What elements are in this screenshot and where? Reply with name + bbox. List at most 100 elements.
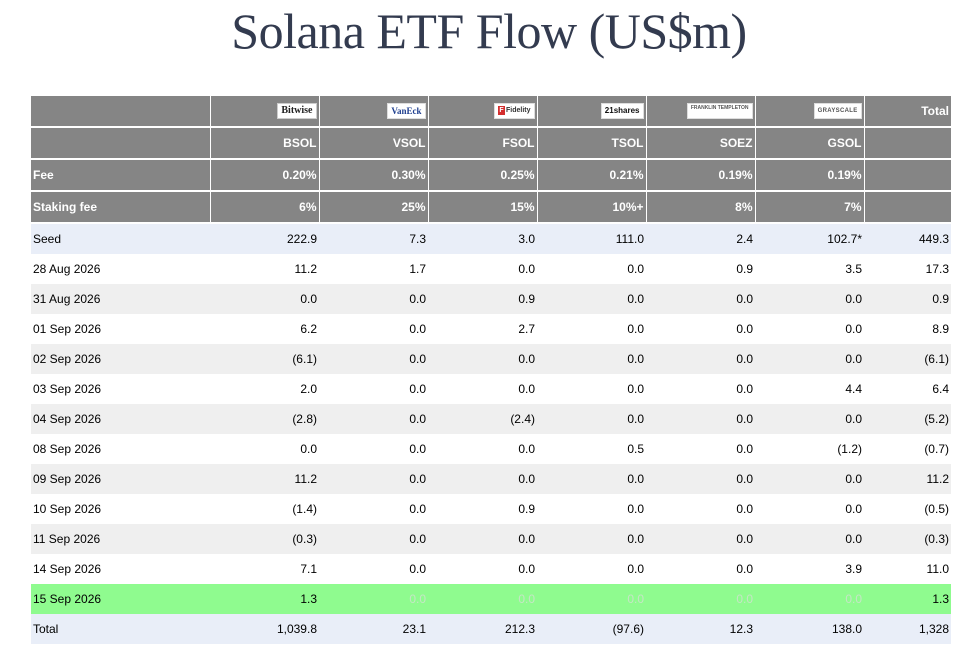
flow-value-cell: (0.3) bbox=[210, 524, 319, 554]
flow-value-cell: 0.0 bbox=[428, 464, 537, 494]
table-row: 14 Sep 2026 7.1 0.0 0.0 0.0 0.0 3.9 11.0 bbox=[31, 554, 951, 584]
flow-value-cell: 0.0 bbox=[537, 404, 646, 434]
flow-value-cell: 0.0 bbox=[319, 554, 428, 584]
row-total-cell: (0.7) bbox=[864, 434, 951, 464]
bitwise-logo-icon: Bitwise bbox=[277, 103, 317, 119]
logo-header-row: Bitwise VanEck F Fidelity 21shares FRANKL… bbox=[31, 96, 951, 128]
flow-value-cell: 1,039.8 bbox=[210, 614, 319, 644]
staking-fee-value: 8% bbox=[646, 191, 756, 224]
fee-header-row: Fee 0.20% 0.30% 0.25% 0.21% 0.19% 0.19% bbox=[31, 159, 951, 192]
flow-value-cell: 1.7 bbox=[319, 254, 428, 284]
row-total-cell: (0.5) bbox=[864, 494, 951, 524]
flow-value-cell: 0.0 bbox=[537, 494, 646, 524]
flow-value-cell: 2.7 bbox=[428, 314, 537, 344]
flow-value-cell: 11.2 bbox=[210, 464, 319, 494]
flow-value-cell: 0.0 bbox=[210, 434, 319, 464]
page-title: Solana ETF Flow (US$m) bbox=[231, 3, 747, 59]
flow-value-cell: 0.0 bbox=[319, 464, 428, 494]
row-total-cell: 0.9 bbox=[864, 284, 951, 314]
flow-value-cell: 0.0 bbox=[537, 524, 646, 554]
21shares-logo-icon: 21shares bbox=[600, 103, 644, 119]
flow-value-cell: 0.0 bbox=[646, 494, 755, 524]
flow-value-cell: 6.2 bbox=[210, 314, 319, 344]
row-total-cell: 1.3 bbox=[864, 584, 951, 614]
flow-value-cell: (6.1) bbox=[210, 344, 319, 374]
flow-value-cell: 0.0 bbox=[646, 554, 755, 584]
vaneck-logo-cell: VanEck bbox=[319, 96, 429, 128]
staking-fee-header-row: Staking fee 6% 25% 15% 10%+ 8% 7% bbox=[31, 191, 951, 224]
flow-value-cell: 0.0 bbox=[646, 344, 755, 374]
flow-value-cell: 7.1 bbox=[210, 554, 319, 584]
flow-value-cell: 0.0 bbox=[646, 434, 755, 464]
ticker-total-blank bbox=[864, 127, 951, 160]
flow-value-cell: (97.6) bbox=[537, 614, 646, 644]
flow-value-cell: 0.0 bbox=[428, 374, 537, 404]
flow-value-cell: 0.0 bbox=[319, 494, 428, 524]
flow-value-cell: 212.3 bbox=[428, 614, 537, 644]
flow-value-cell: 0.0 bbox=[537, 344, 646, 374]
fee-total-blank bbox=[864, 159, 951, 192]
flow-value-cell: 3.9 bbox=[755, 554, 864, 584]
flow-value-cell: 0.9 bbox=[428, 494, 537, 524]
flow-value-cell: 2.0 bbox=[210, 374, 319, 404]
flow-value-cell: 0.0 bbox=[537, 584, 646, 614]
row-total-cell: 11.2 bbox=[864, 464, 951, 494]
row-date-label: Total bbox=[31, 614, 210, 644]
flow-value-cell: 23.1 bbox=[319, 614, 428, 644]
flow-value-cell: 4.4 bbox=[755, 374, 864, 404]
flow-value-cell: (1.2) bbox=[755, 434, 864, 464]
flow-value-cell: 0.0 bbox=[537, 314, 646, 344]
row-total-cell: (6.1) bbox=[864, 344, 951, 374]
flow-value-cell: 0.0 bbox=[646, 464, 755, 494]
staking-fee-total-blank bbox=[864, 191, 951, 224]
total-column-header: Total bbox=[864, 96, 951, 128]
flow-value-cell: 0.0 bbox=[319, 524, 428, 554]
fee-value: 0.21% bbox=[537, 159, 647, 192]
staking-fee-value: 7% bbox=[755, 191, 865, 224]
flow-value-cell: 0.0 bbox=[646, 524, 755, 554]
table-row: 04 Sep 2026 (2.8) 0.0 (2.4) 0.0 0.0 0.0 (5.2) bbox=[31, 404, 951, 434]
row-total-cell: 6.4 bbox=[864, 374, 951, 404]
row-date-label: 04 Sep 2026 bbox=[31, 404, 210, 434]
franklin-templeton-logo-icon: FRANKLIN TEMPLETON bbox=[686, 103, 753, 119]
grayscale-logo-cell: GRAYSCALE bbox=[755, 96, 865, 128]
ticker-header: FSOL bbox=[428, 127, 538, 160]
flow-value-cell: 0.0 bbox=[646, 374, 755, 404]
ticker-header: GSOL bbox=[755, 127, 865, 160]
row-date-label: 09 Sep 2026 bbox=[31, 464, 210, 494]
fee-value: 0.30% bbox=[319, 159, 429, 192]
flow-value-cell: 3.5 bbox=[755, 254, 864, 284]
ticker-header: BSOL bbox=[210, 127, 320, 160]
table-row: 15 Sep 2026 1.3 0.0 0.0 0.0 0.0 0.0 1.3 bbox=[31, 584, 951, 614]
staking-fee-value: 10%+ bbox=[537, 191, 647, 224]
table-row: 08 Sep 2026 0.0 0.0 0.0 0.5 0.0 (1.2) (0.7) bbox=[31, 434, 951, 464]
ticker-header: TSOL bbox=[537, 127, 647, 160]
flow-value-cell: 11.2 bbox=[210, 254, 319, 284]
fee-value: 0.25% bbox=[428, 159, 538, 192]
fidelity-logo-text: Fidelity bbox=[505, 107, 531, 114]
flow-value-cell: 0.0 bbox=[646, 314, 755, 344]
row-total-cell: 17.3 bbox=[864, 254, 951, 284]
flow-value-cell: 0.0 bbox=[428, 524, 537, 554]
flow-value-cell: 0.0 bbox=[319, 314, 428, 344]
flow-value-cell: 1.3 bbox=[210, 584, 319, 614]
flow-value-cell: 0.0 bbox=[537, 464, 646, 494]
ticker-header: VSOL bbox=[319, 127, 429, 160]
flow-value-cell: 0.9 bbox=[646, 254, 755, 284]
fee-value: 0.19% bbox=[755, 159, 865, 192]
row-total-cell: (0.3) bbox=[864, 524, 951, 554]
franklin-templeton-logo-cell: FRANKLIN TEMPLETON bbox=[646, 96, 756, 128]
row-date-label: 08 Sep 2026 bbox=[31, 434, 210, 464]
flow-value-cell: 138.0 bbox=[755, 614, 864, 644]
table-row: 03 Sep 2026 2.0 0.0 0.0 0.0 0.0 4.4 6.4 bbox=[31, 374, 951, 404]
flow-value-cell: 0.0 bbox=[428, 254, 537, 284]
row-date-label: 11 Sep 2026 bbox=[31, 524, 210, 554]
flow-value-cell: 7.3 bbox=[319, 223, 428, 254]
flow-value-cell: 222.9 bbox=[210, 223, 319, 254]
flow-value-cell: 0.0 bbox=[319, 584, 428, 614]
ticker-header: SOEZ bbox=[646, 127, 756, 160]
flow-value-cell: 0.0 bbox=[646, 584, 755, 614]
vaneck-logo-icon: VanEck bbox=[387, 103, 426, 119]
fidelity-mark-icon: F bbox=[497, 106, 505, 115]
flow-value-cell: (1.4) bbox=[210, 494, 319, 524]
